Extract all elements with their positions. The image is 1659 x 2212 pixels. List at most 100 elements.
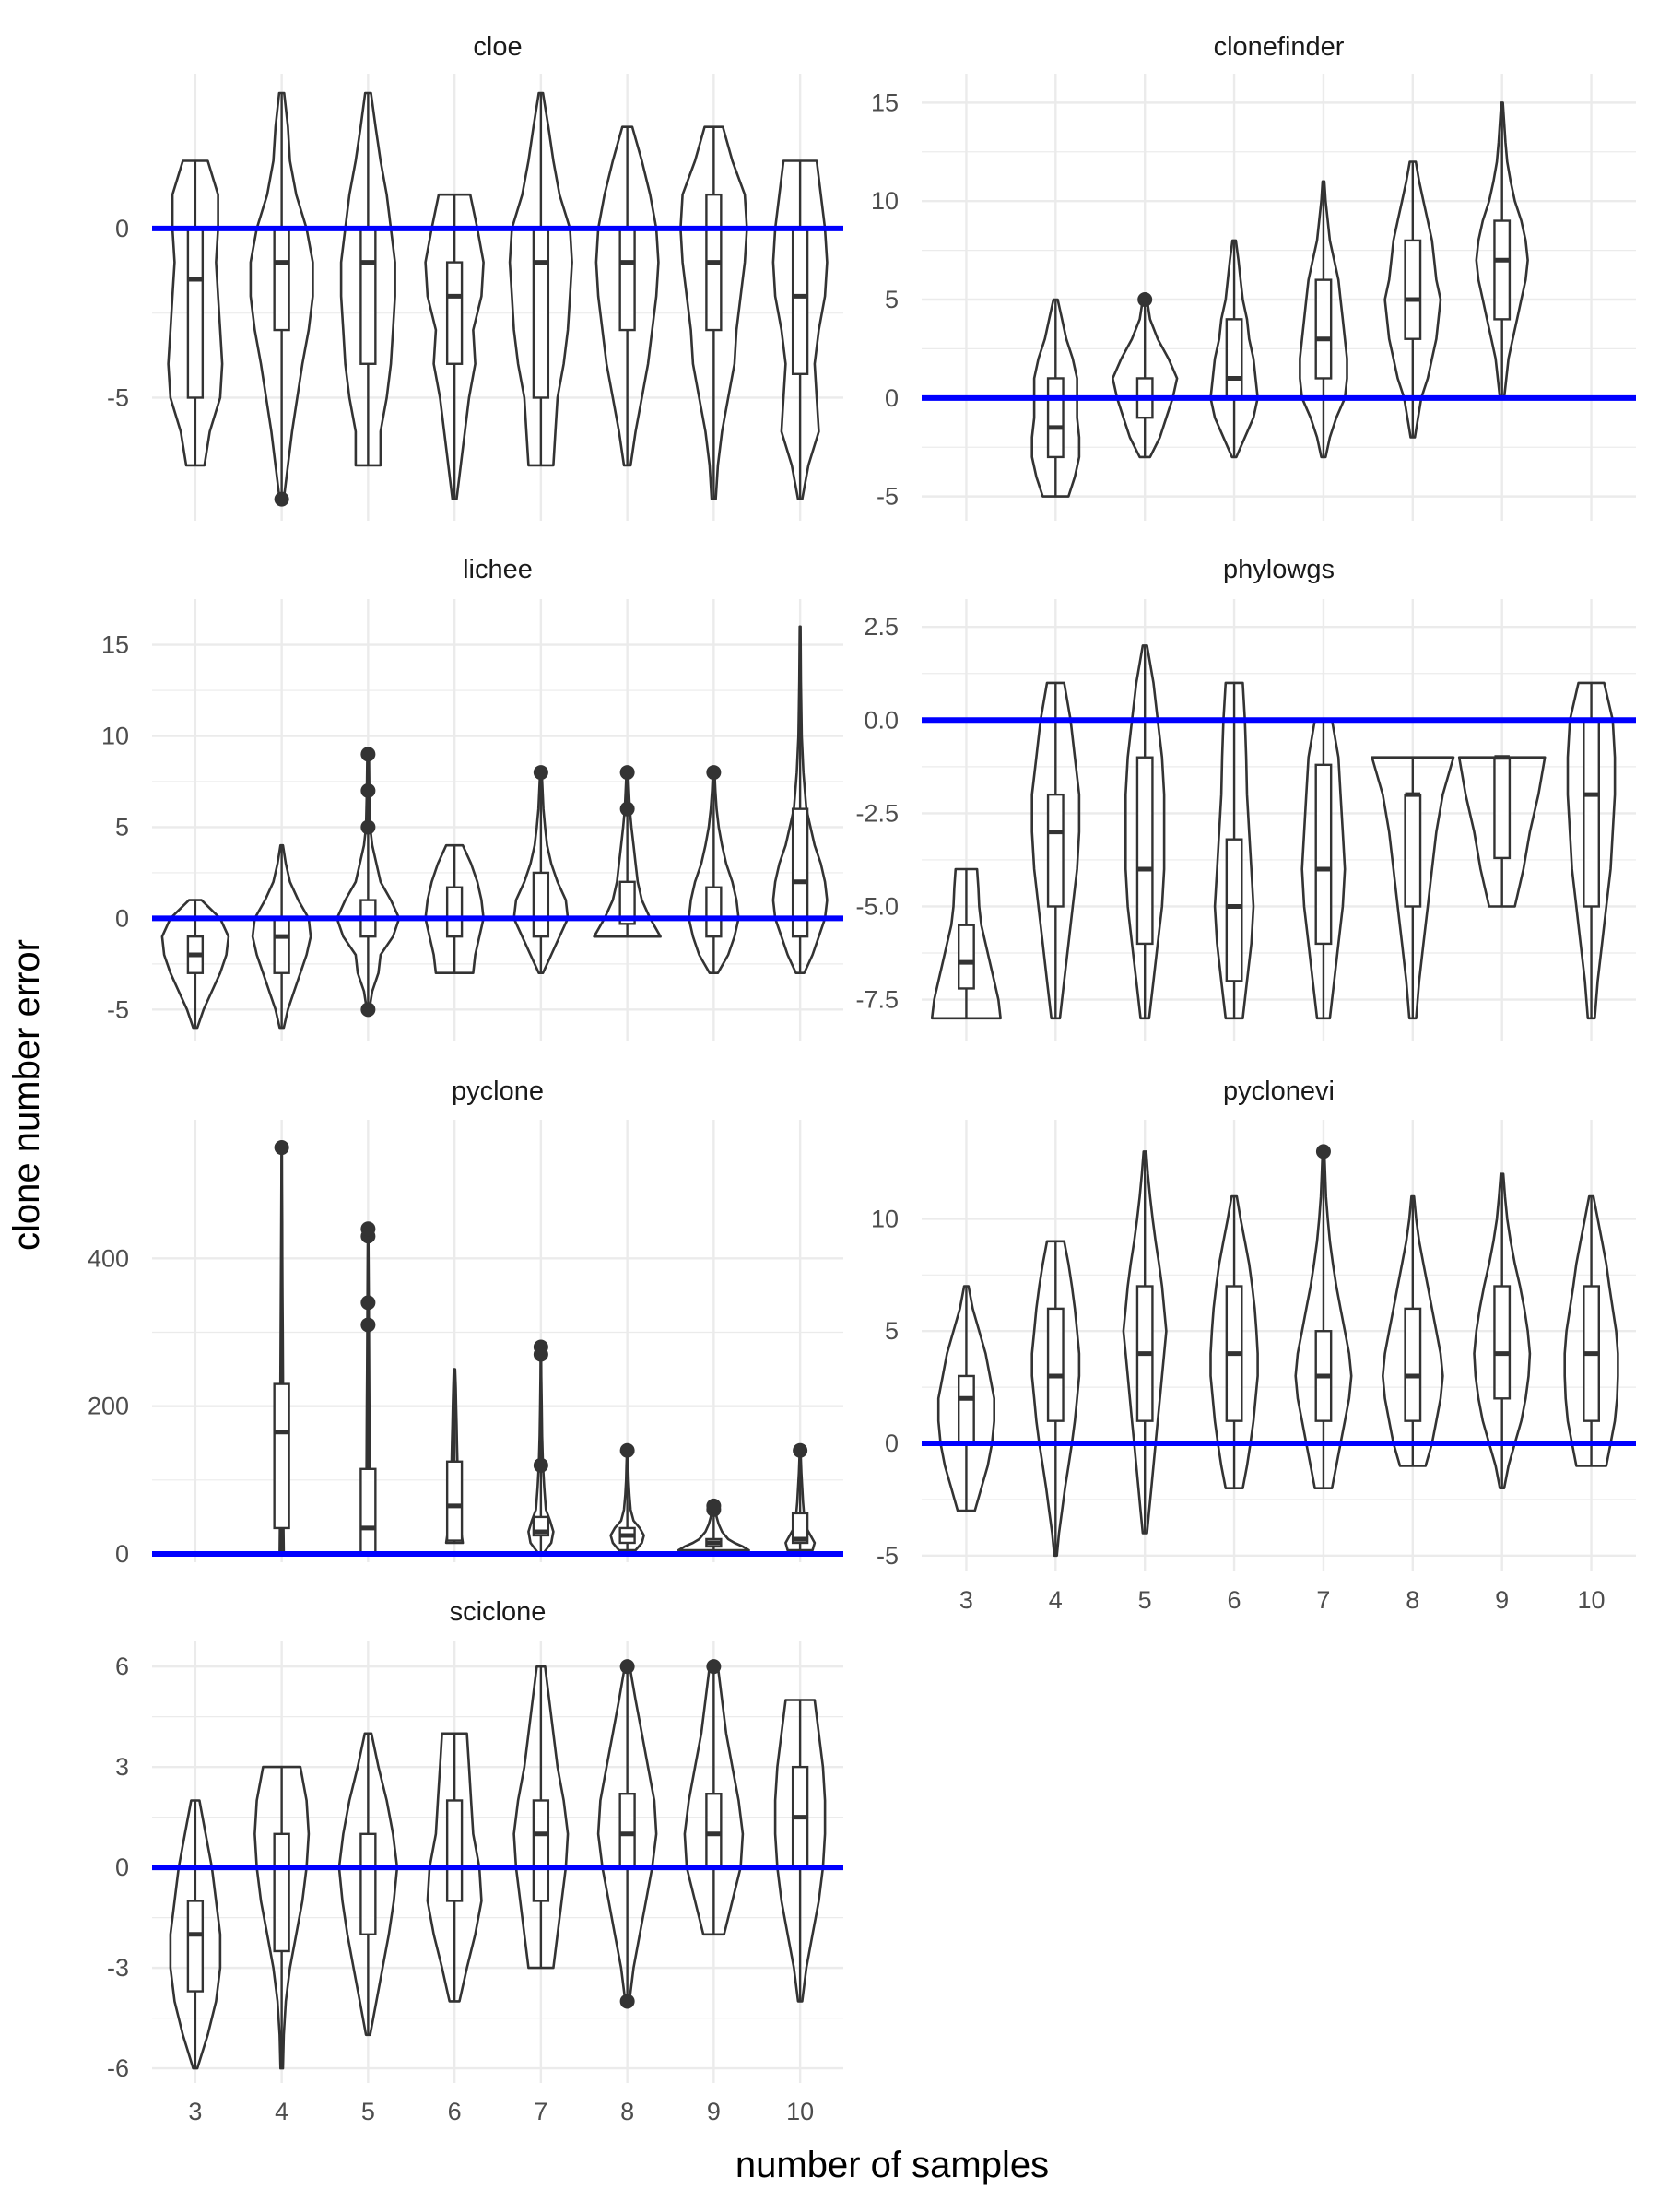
y-tick-label: 2.5 [864, 613, 899, 641]
box-iqr [958, 1374, 975, 1445]
violin-outline [936, 1285, 995, 1512]
box-iqr [791, 807, 809, 938]
box-iqr [359, 1467, 377, 1556]
panel-title: sciclone [450, 1597, 547, 1627]
y-tick-label: 10 [101, 723, 129, 750]
box-iqr [1583, 719, 1600, 908]
outlier-point [360, 819, 376, 835]
x-tick-label: 4 [275, 2098, 288, 2125]
panel-grid: cloe 0 -5 clonefinder 15 10 5 0 -5 lichee 15 10 5 0 -5… [88, 32, 1636, 2125]
y-tick-label: -6 [107, 2054, 129, 2082]
violin-outline [1299, 180, 1348, 459]
y-tick-label: 10 [871, 187, 899, 215]
violin-outline [337, 1732, 399, 2037]
y-tick-label: -5 [107, 995, 129, 1023]
violin-outline [424, 843, 485, 974]
violin-pyclone-10 [784, 1442, 817, 1552]
violin-lichee-8 [593, 765, 662, 938]
outlier-point [1315, 1144, 1331, 1159]
violin-outline [773, 1699, 827, 2003]
box-iqr [186, 227, 205, 399]
box-iqr [445, 886, 464, 938]
violin-outline [1457, 756, 1547, 908]
facet-panel-pyclone: pyclone 400 200 0 [88, 1077, 843, 1568]
panel-title: cloe [473, 32, 522, 62]
panel-title: lichee [463, 555, 533, 584]
box-iqr [705, 886, 723, 938]
violin-outline [771, 159, 829, 500]
violin-outline [249, 91, 314, 500]
box-iqr [445, 1460, 464, 1542]
violin-pyclone-5 [359, 1221, 377, 1556]
violin-outline [1124, 644, 1166, 1020]
y-tick-label: 0 [885, 384, 899, 412]
box-iqr [1225, 318, 1243, 400]
box-iqr [791, 1512, 809, 1545]
outlier-point [360, 782, 376, 798]
violin-clonefinder-8 [1383, 160, 1442, 439]
x-tick-label: 9 [707, 2098, 721, 2125]
x-tick-label: 7 [1316, 1586, 1330, 1614]
violin-cloe-5 [339, 91, 396, 467]
violin-outline [508, 91, 573, 467]
violin-outline [251, 843, 312, 1030]
violin-outline [1566, 681, 1617, 1020]
violin-sciclone-7 [512, 1665, 570, 1970]
x-tick-label: 3 [959, 1586, 973, 1614]
violin-outline [1563, 1194, 1619, 1467]
facet-panel-sciclone: sciclone 6 3 0 -3 -6 3 4 5 6 7 8 9 10 [107, 1597, 843, 2125]
box-iqr [791, 227, 809, 375]
box-iqr [1046, 793, 1065, 908]
outlier-point [1137, 292, 1153, 307]
violin-pyclonevi-10 [1563, 1194, 1619, 1467]
violin-outline [1383, 160, 1442, 439]
violin-lichee-3 [160, 899, 230, 1030]
box-iqr [1493, 756, 1512, 860]
violin-outline [167, 159, 224, 467]
box-iqr [1493, 219, 1512, 321]
violin-phylowgs-9 [1457, 755, 1547, 908]
y-tick-label: -7.5 [855, 986, 899, 1014]
violin-cloe-7 [508, 91, 573, 467]
outlier-point [706, 765, 722, 781]
outlier-point [619, 1659, 635, 1675]
box-iqr [273, 917, 290, 974]
y-tick-label: 0 [115, 215, 129, 242]
y-tick-label: 15 [871, 88, 899, 116]
violin-pyclone-9 [677, 1498, 750, 1552]
violin-pyclonevi-3 [936, 1285, 995, 1512]
x-tick-label: 4 [1049, 1586, 1063, 1614]
violin-sciclone-5 [337, 1732, 399, 2037]
y-tick-label: 400 [88, 1244, 129, 1272]
box-iqr [532, 1799, 550, 1902]
y-tick-label: 5 [885, 286, 899, 313]
violin-outline [253, 1765, 311, 2070]
violin-phylowgs-8 [1371, 756, 1455, 1020]
violin-pyclone-8 [609, 1442, 645, 1552]
violin-clonefinder-7 [1299, 180, 1348, 459]
violin-outline [169, 1799, 222, 2070]
violin-cloe-10 [771, 159, 829, 500]
box-iqr [618, 227, 636, 332]
x-tick-label: 9 [1495, 1586, 1509, 1614]
facet-panel-clonefinder: clonefinder 15 10 5 0 -5 [871, 32, 1636, 521]
panel-title: phylowgs [1223, 555, 1335, 584]
x-tick-label: 6 [448, 2098, 462, 2125]
violin-outline [1382, 1194, 1444, 1467]
outlier-point [360, 1317, 376, 1333]
violin-lichee-10 [771, 625, 829, 974]
violin-cloe-4 [249, 91, 314, 507]
outlier-point [706, 1659, 722, 1675]
box-iqr [1404, 239, 1422, 340]
box-iqr [273, 227, 290, 332]
violin-outline [512, 1665, 570, 1970]
y-tick-label: 0 [115, 1540, 129, 1568]
violin-pyclone-4 [273, 1140, 290, 1556]
violin-outline [426, 1732, 483, 2003]
y-tick-label: 15 [101, 631, 129, 659]
violin-outline [1473, 1172, 1532, 1489]
box-iqr [359, 227, 377, 365]
box-iqr [1314, 278, 1333, 380]
facet-panel-pyclonevi: pyclonevi 10 5 0 -5 3 4 5 6 7 8 9 10 [871, 1077, 1636, 1614]
